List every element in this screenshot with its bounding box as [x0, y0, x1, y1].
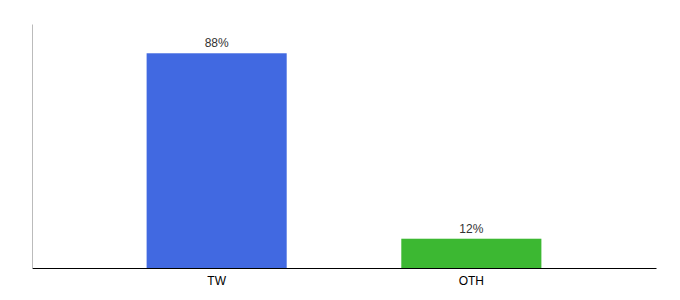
x-tick-label: TW — [207, 274, 226, 288]
bar — [401, 239, 541, 268]
y-axis — [32, 25, 33, 269]
x-axis: TW OTH — [33, 269, 657, 288]
chart: TW OTH 88% 12% — [0, 0, 680, 300]
x-tick: TW — [207, 274, 226, 288]
x-tick: OTH — [459, 274, 484, 288]
bar — [147, 53, 287, 268]
y-axis-line — [32, 25, 33, 269]
data-label: 12% — [459, 222, 483, 236]
data-labels: 88% 12% — [205, 36, 484, 235]
x-axis-line — [33, 268, 657, 269]
data-label: 88% — [205, 36, 229, 50]
x-tick-label: OTH — [459, 274, 484, 288]
bars — [147, 53, 542, 268]
plot-area: TW OTH 88% 12% — [33, 25, 657, 288]
